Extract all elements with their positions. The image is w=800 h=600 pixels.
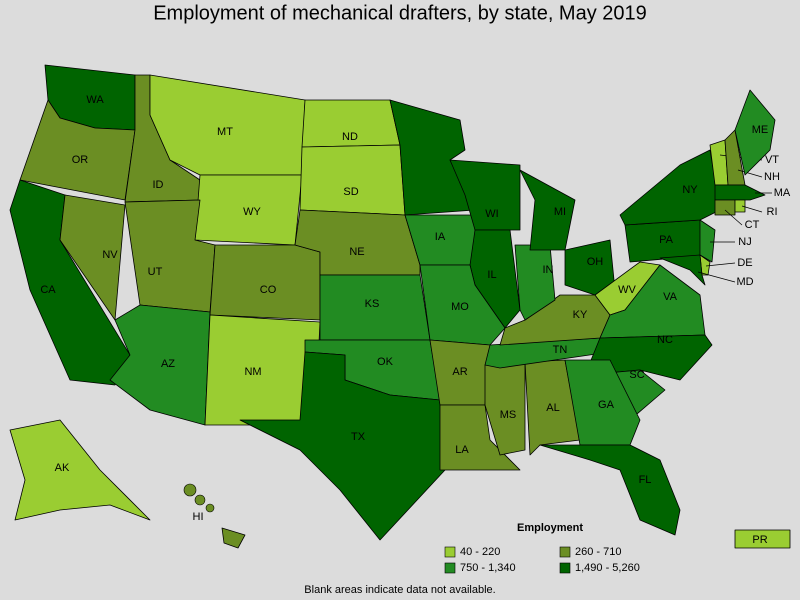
state-label: IL [487,269,496,281]
state-label: OK [377,356,394,368]
legend-label: 260 - 710 [575,546,621,558]
state-label: NV [102,249,118,261]
state-label: OH [587,256,604,268]
state-label: CT [745,219,760,231]
state-label: RI [767,206,778,218]
state-label: AL [546,402,559,414]
state-label: MT [217,126,233,138]
state-label: OR [72,154,89,166]
state [734,199,746,213]
state-label: NJ [738,236,751,248]
legend-label: 40 - 220 [460,546,500,558]
state-label: ID [153,179,164,191]
legend-label: 750 - 1,340 [460,562,516,574]
legend-swatch [559,562,571,574]
state-label: NM [244,366,261,378]
state [9,419,151,521]
state [239,351,446,541]
legend-swatch [444,546,456,558]
state [699,219,716,263]
legend-swatch [559,546,571,558]
state-label: HI [193,511,204,523]
state [519,169,576,251]
leader-line [697,271,736,283]
state-label: PR [752,534,767,546]
state-label: KY [573,309,588,321]
state-label: TX [351,431,366,443]
legend-label: 1,490 - 5,260 [575,562,640,574]
state-label: AZ [161,358,175,370]
state-label: NH [764,171,780,183]
state-label: WI [485,208,498,220]
state-label: VA [663,291,678,303]
state-label: IN [543,264,554,276]
state-label: DE [737,257,752,269]
state-label: MD [736,276,753,288]
state [564,359,641,446]
state [539,444,681,536]
state-label: UT [148,266,163,278]
state-label: NC [657,334,673,346]
state-label: ND [342,131,358,143]
leader-line [724,209,743,226]
state-label: MS [500,409,517,421]
state-label: GA [598,399,615,411]
state [734,529,791,549]
leader-line [741,205,763,213]
leader-line [705,262,736,267]
legend-swatch [444,562,456,574]
state-label: NY [682,184,698,196]
state-label: MA [774,187,791,199]
state-label: WY [243,206,261,218]
state-label: SC [629,369,644,381]
state [209,244,321,321]
state-label: CO [260,284,277,296]
state-label: IA [435,231,446,243]
state [714,199,736,216]
state [221,527,246,549]
state-label: MI [554,206,566,218]
state-label: AR [452,366,467,378]
footnote: Blank areas indicate data not available. [304,584,495,596]
state-label: WV [618,284,636,296]
map-title: Employment of mechanical drafters, by st… [153,2,647,24]
state-label: CA [40,284,56,296]
state [299,144,406,216]
state [524,359,581,456]
state-label: LA [455,444,469,456]
legend-title: Employment [517,522,583,534]
state-label: KS [365,298,380,310]
state [659,254,706,286]
state-label: NE [349,246,364,258]
leader-line [737,169,763,178]
state-label: AK [55,462,70,474]
state [734,89,776,176]
island [194,494,206,506]
state-label: PA [659,234,674,246]
state-label: VT [765,154,779,166]
state-label: MO [451,301,469,313]
state [714,184,766,201]
island [183,483,197,497]
state-label: SD [343,186,358,198]
state-label: TN [553,344,568,356]
island [205,503,215,513]
state-label: ME [752,124,769,136]
state-label: FL [639,474,652,486]
state-label: WA [86,94,104,106]
